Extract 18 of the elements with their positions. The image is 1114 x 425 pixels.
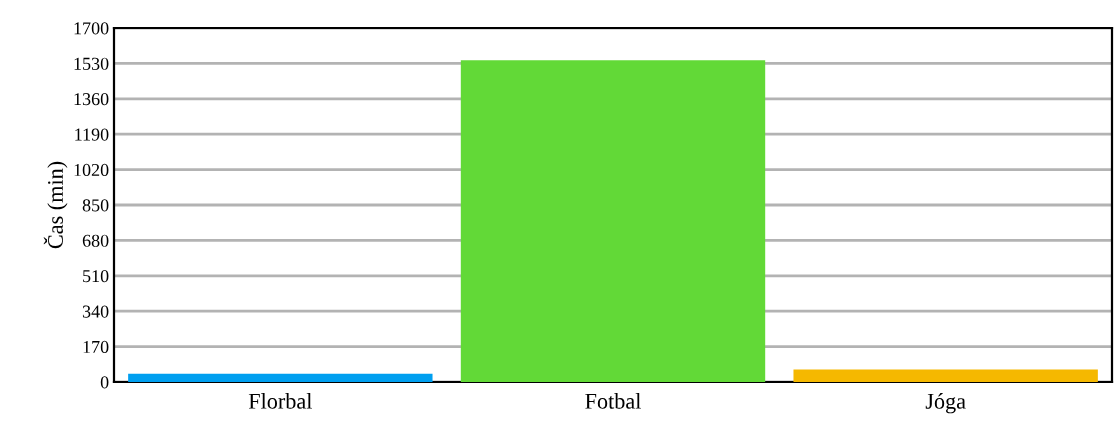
y-tick-label: 0 xyxy=(100,376,109,389)
y-tick-label: 170 xyxy=(83,340,109,354)
y-tick-label: 510 xyxy=(83,270,109,283)
y-tick-label: 1020 xyxy=(74,163,109,177)
bar xyxy=(128,373,433,382)
y-tick-label: 1700 xyxy=(74,22,109,35)
y-axis-title: Čas (min) xyxy=(43,161,68,249)
bar xyxy=(460,60,766,382)
y-tick-label: 680 xyxy=(82,234,109,247)
x-tick-label: Florbal xyxy=(248,393,312,409)
y-tick-label: 850 xyxy=(82,199,109,212)
x-tick-label: Fotbal xyxy=(585,393,641,409)
y-tick-label: 1190 xyxy=(75,128,109,141)
y-tick-label: 340 xyxy=(82,305,109,318)
y-tick-label: 1360 xyxy=(74,93,109,106)
x-tick-label: Jóga xyxy=(925,393,966,414)
bar xyxy=(793,369,1098,382)
y-tick-label: 1530 xyxy=(74,57,109,70)
